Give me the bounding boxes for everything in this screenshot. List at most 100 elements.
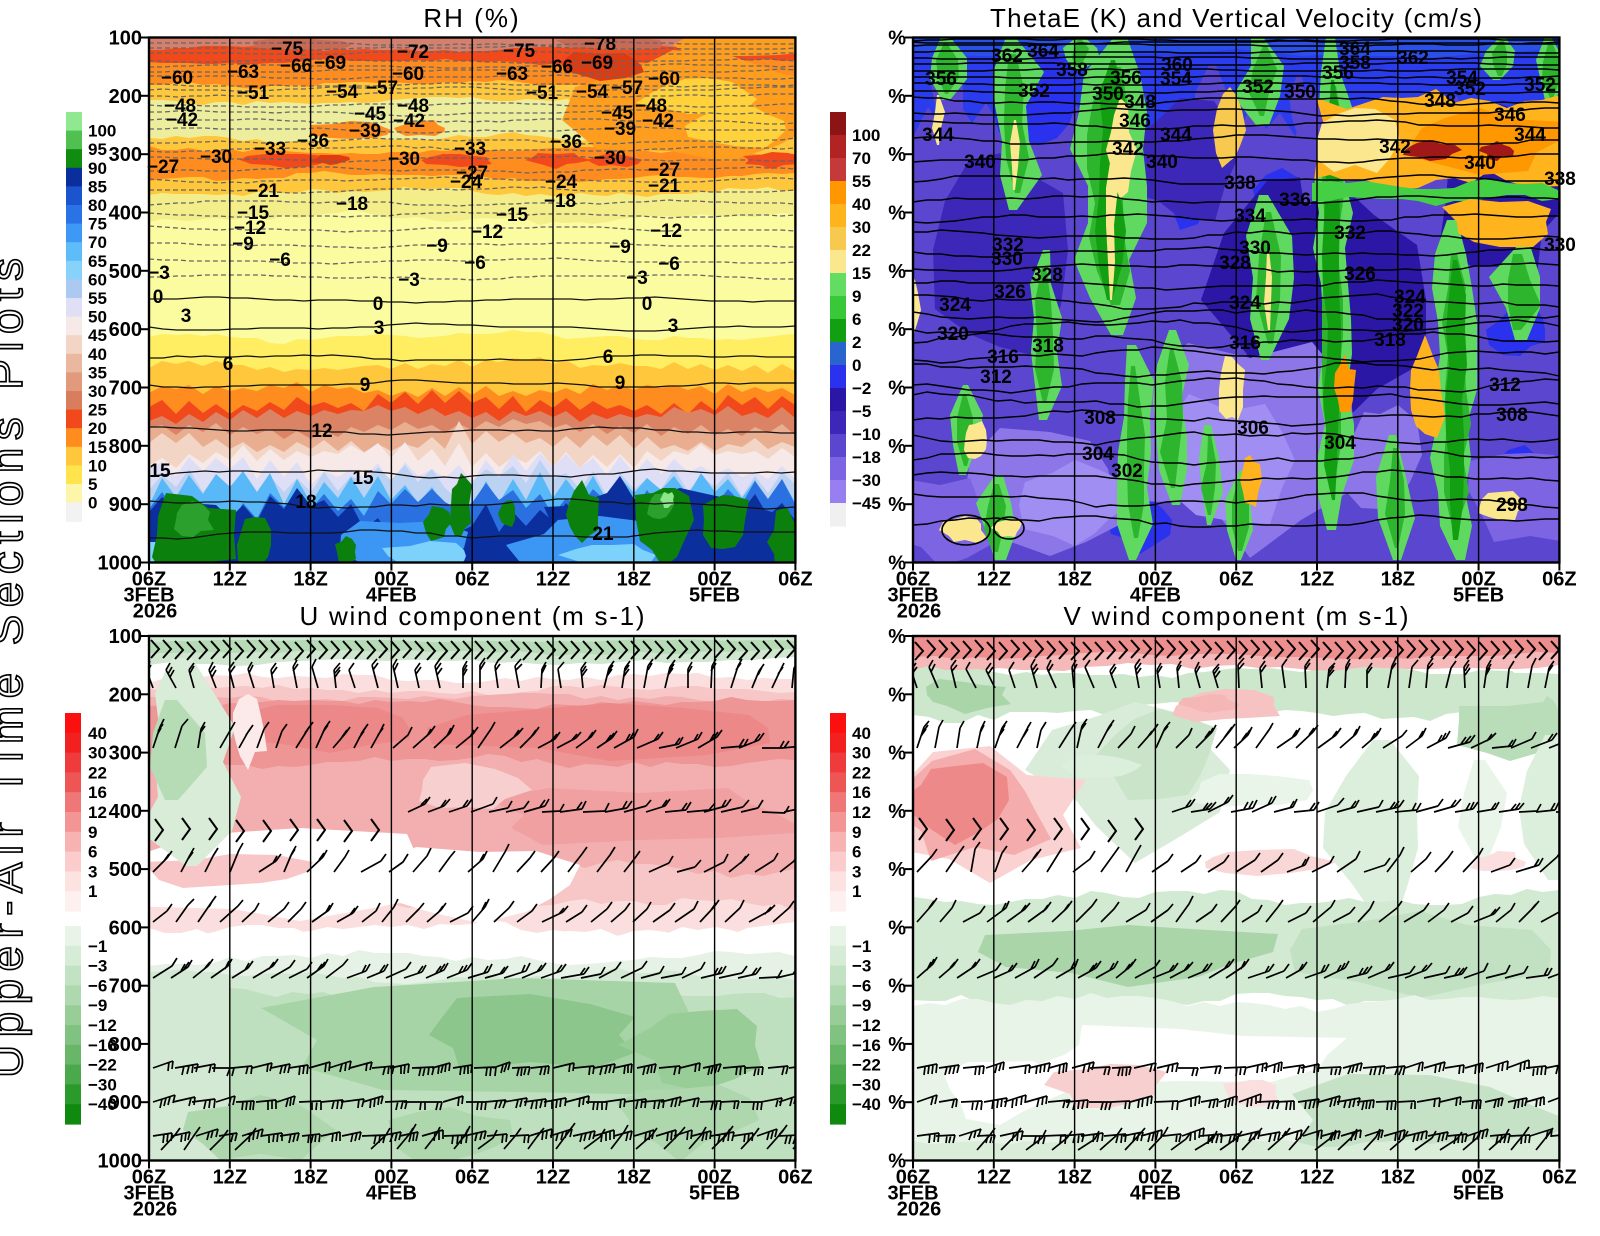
svg-text:%: % bbox=[888, 859, 906, 881]
svg-text:40: 40 bbox=[852, 724, 871, 743]
svg-text:−3: −3 bbox=[626, 268, 648, 289]
svg-text:−48: −48 bbox=[164, 96, 196, 117]
svg-text:342: 342 bbox=[1112, 139, 1144, 160]
svg-text:362: 362 bbox=[1397, 48, 1429, 69]
svg-text:−75: −75 bbox=[271, 39, 304, 60]
svg-text:%: % bbox=[888, 917, 906, 939]
svg-text:324: 324 bbox=[1229, 293, 1261, 314]
svg-text:18Z: 18Z bbox=[1057, 1167, 1091, 1189]
svg-text:344: 344 bbox=[922, 125, 954, 146]
svg-text:06Z: 06Z bbox=[896, 569, 930, 591]
svg-text:−21: −21 bbox=[648, 176, 681, 197]
svg-text:15: 15 bbox=[852, 264, 871, 283]
svg-text:−12: −12 bbox=[650, 221, 682, 242]
svg-text:−78: −78 bbox=[584, 34, 616, 55]
svg-text:0: 0 bbox=[373, 294, 384, 315]
svg-text:−6: −6 bbox=[88, 976, 107, 995]
svg-text:354: 354 bbox=[1446, 68, 1478, 89]
svg-text:350: 350 bbox=[1284, 82, 1316, 103]
svg-text:21: 21 bbox=[592, 524, 614, 545]
svg-text:75: 75 bbox=[88, 215, 107, 234]
svg-text:−24: −24 bbox=[450, 172, 483, 193]
svg-text:−48: −48 bbox=[397, 96, 429, 117]
svg-text:12Z: 12Z bbox=[213, 569, 247, 591]
svg-text:06Z: 06Z bbox=[455, 1167, 489, 1189]
svg-text:9: 9 bbox=[852, 287, 861, 306]
svg-text:−45: −45 bbox=[601, 103, 634, 124]
svg-text:356: 356 bbox=[1110, 68, 1142, 89]
svg-text:−30: −30 bbox=[852, 471, 881, 490]
svg-text:800: 800 bbox=[109, 1034, 142, 1056]
svg-text:06Z: 06Z bbox=[1219, 569, 1253, 591]
svg-text:15: 15 bbox=[352, 468, 374, 489]
svg-text:06Z: 06Z bbox=[778, 1167, 812, 1189]
svg-text:12Z: 12Z bbox=[213, 1167, 247, 1189]
svg-text:350: 350 bbox=[1092, 84, 1124, 105]
svg-text:6: 6 bbox=[852, 843, 861, 862]
svg-text:−22: −22 bbox=[852, 1056, 881, 1075]
svg-text:55: 55 bbox=[852, 172, 871, 191]
svg-text:348: 348 bbox=[1124, 92, 1156, 113]
svg-text:RH (%): RH (%) bbox=[423, 3, 520, 33]
svg-text:0: 0 bbox=[642, 294, 653, 315]
svg-text:−51: −51 bbox=[526, 83, 559, 104]
svg-text:4FEB: 4FEB bbox=[1130, 1183, 1181, 1205]
svg-text:318: 318 bbox=[1032, 336, 1064, 357]
svg-text:40: 40 bbox=[88, 345, 107, 364]
svg-text:%: % bbox=[888, 378, 906, 400]
svg-text:−40: −40 bbox=[88, 1095, 117, 1114]
svg-text:40: 40 bbox=[88, 724, 107, 743]
svg-text:358: 358 bbox=[1056, 60, 1088, 81]
svg-text:340: 340 bbox=[1146, 152, 1178, 173]
svg-text:06Z: 06Z bbox=[132, 569, 166, 591]
svg-text:−75: −75 bbox=[503, 41, 536, 62]
svg-text:324: 324 bbox=[939, 295, 971, 316]
svg-text:2: 2 bbox=[852, 333, 861, 352]
svg-text:358: 358 bbox=[1339, 53, 1371, 74]
svg-text:400: 400 bbox=[109, 801, 142, 823]
svg-text:40: 40 bbox=[852, 195, 871, 214]
svg-text:200: 200 bbox=[109, 86, 142, 108]
svg-text:356: 356 bbox=[1322, 63, 1354, 84]
svg-text:300: 300 bbox=[109, 144, 142, 166]
svg-text:−69: −69 bbox=[314, 53, 346, 74]
svg-text:306: 306 bbox=[1237, 418, 1269, 439]
svg-text:−33: −33 bbox=[454, 139, 486, 160]
svg-text:334: 334 bbox=[1234, 206, 1266, 227]
svg-text:2026: 2026 bbox=[897, 1199, 942, 1221]
svg-text:−57: −57 bbox=[611, 78, 643, 99]
svg-text:−3: −3 bbox=[398, 270, 420, 291]
svg-text:12Z: 12Z bbox=[536, 569, 570, 591]
svg-text:−39: −39 bbox=[349, 121, 381, 142]
svg-text:06Z: 06Z bbox=[1219, 1167, 1253, 1189]
svg-text:5FEB: 5FEB bbox=[689, 1183, 740, 1205]
svg-text:342: 342 bbox=[1379, 137, 1411, 158]
svg-text:−36: −36 bbox=[297, 131, 329, 152]
svg-text:−45: −45 bbox=[852, 494, 881, 513]
svg-text:80: 80 bbox=[88, 196, 107, 215]
svg-text:%: % bbox=[888, 1034, 906, 1056]
svg-text:00Z: 00Z bbox=[374, 1167, 408, 1189]
svg-text:5: 5 bbox=[88, 475, 97, 494]
svg-text:15: 15 bbox=[88, 438, 107, 457]
svg-text:−18: −18 bbox=[544, 191, 576, 212]
svg-text:900: 900 bbox=[109, 1092, 142, 1114]
svg-text:25: 25 bbox=[88, 401, 107, 420]
svg-text:3FEB: 3FEB bbox=[887, 585, 938, 607]
svg-text:−42: −42 bbox=[393, 111, 425, 132]
svg-text:344: 344 bbox=[1160, 125, 1192, 146]
svg-text:−60: −60 bbox=[161, 68, 193, 89]
svg-text:06Z: 06Z bbox=[778, 569, 812, 591]
svg-text:−16: −16 bbox=[852, 1036, 881, 1055]
svg-text:%: % bbox=[888, 1092, 906, 1114]
svg-text:−9: −9 bbox=[88, 996, 107, 1015]
svg-text:−6: −6 bbox=[464, 253, 486, 274]
svg-text:352: 352 bbox=[1018, 81, 1050, 102]
svg-text:−2: −2 bbox=[852, 379, 871, 398]
svg-text:−1: −1 bbox=[852, 937, 871, 956]
svg-text:−24: −24 bbox=[545, 172, 578, 193]
svg-text:0: 0 bbox=[153, 287, 164, 308]
svg-text:%: % bbox=[888, 684, 906, 706]
svg-text:06Z: 06Z bbox=[1542, 569, 1576, 591]
svg-text:−42: −42 bbox=[642, 111, 674, 132]
